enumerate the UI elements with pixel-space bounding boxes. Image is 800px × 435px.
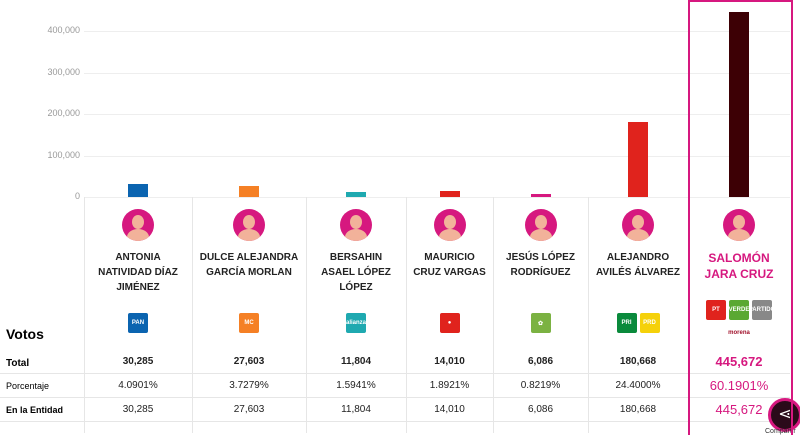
party-logo: VERDE xyxy=(729,300,749,320)
bar-3[interactable] xyxy=(439,191,460,197)
avatar-body xyxy=(438,229,461,241)
candidate-entidad: 14,010 xyxy=(434,404,465,415)
avatar-body xyxy=(345,229,367,241)
candidate-name: DULCE ALEJANDRA GARCÍA MORLAN xyxy=(199,252,299,278)
party-logo: MC xyxy=(239,313,259,333)
bar-4[interactable] xyxy=(530,194,551,197)
bar-6[interactable] xyxy=(729,12,749,197)
party-logo: ✿ xyxy=(530,313,551,333)
gridline xyxy=(84,72,790,74)
candidate-name: JESÚS LÓPEZ RODRÍGUEZ xyxy=(506,252,575,278)
candidate-entidad: 27,603 xyxy=(233,404,265,415)
gridline xyxy=(84,114,790,115)
party-logo: PRD xyxy=(639,313,660,333)
candidate-name: ANTONIA NATIVIDAD DÍAZ JIMÉNEZ xyxy=(98,252,178,293)
candidate-avatar xyxy=(524,209,557,241)
avatar-head xyxy=(443,215,456,229)
candidate-pct: 1.8921% xyxy=(429,380,470,391)
gridline xyxy=(84,31,790,32)
morena-logo: morena xyxy=(728,330,750,336)
avatar-body xyxy=(238,229,260,241)
candidate-total: 27,603 xyxy=(233,356,265,367)
avatar-head xyxy=(632,215,644,229)
candidate-name: BERSAHIN ASAEL LÓPEZ LÓPEZ xyxy=(321,252,391,293)
candidate-column xyxy=(406,197,493,433)
candidate-avatar xyxy=(233,209,265,241)
avatar-body xyxy=(529,229,552,241)
porcentaje-label: Porcentaje xyxy=(6,381,50,391)
candidate-avatar xyxy=(122,209,154,241)
candidate-total: 30,285 xyxy=(122,356,154,367)
candidate-column xyxy=(192,197,306,433)
candidate-pct: 4.0901% xyxy=(118,380,158,391)
y-tick-label: 200,000 xyxy=(47,108,80,118)
y-tick-label: 100,000 xyxy=(47,149,80,160)
avatar-body xyxy=(627,229,649,241)
bar-2[interactable] xyxy=(346,192,366,197)
candidate-column xyxy=(588,197,688,433)
avatar-head xyxy=(132,215,144,229)
candidate-column xyxy=(306,197,406,433)
party-logo: PT xyxy=(706,300,726,320)
divider xyxy=(0,373,790,374)
y-tick-label: 0 xyxy=(74,191,80,201)
avatar-head xyxy=(350,215,362,229)
candidate-total: 11,804 xyxy=(340,356,372,367)
party-logo: PARTIDO xyxy=(749,300,775,320)
party-logo: PAN xyxy=(128,313,148,333)
y-tick-label: 300,000 xyxy=(47,66,80,77)
candidate-total: 445,672 xyxy=(715,354,763,369)
candidate-name: MAURICIO CRUZ VARGAS xyxy=(413,252,486,278)
votos-heading: Votos xyxy=(6,326,44,342)
avatar-head xyxy=(733,215,745,229)
avatar-body xyxy=(127,229,149,241)
candidate-avatar xyxy=(622,209,654,241)
candidate-avatar xyxy=(340,209,372,241)
candidate-pct: 3.7279% xyxy=(229,380,269,391)
y-tick-label: 400,000 xyxy=(47,25,80,35)
divider xyxy=(0,421,790,422)
candidate-pct: 24.4000% xyxy=(615,380,661,391)
bar-1[interactable] xyxy=(239,185,259,197)
share-label: Compartir xyxy=(765,428,796,435)
avatar-body xyxy=(728,229,750,241)
candidate-column xyxy=(493,197,588,433)
avatar-head xyxy=(534,215,547,229)
bar-5[interactable] xyxy=(628,122,648,197)
party-logo: alianza xyxy=(346,313,366,333)
total-label: Total xyxy=(6,358,30,369)
divider xyxy=(0,397,790,398)
candidate-pct: 1.5941% xyxy=(336,380,376,391)
candidate-avatar xyxy=(723,209,755,241)
candidate-avatar xyxy=(433,209,466,241)
candidate-column xyxy=(84,197,192,433)
avatar-head xyxy=(243,215,255,229)
party-logo: ● xyxy=(439,313,460,333)
candidate-pct: 0.8219% xyxy=(520,380,561,391)
candidate-entidad: 180,668 xyxy=(619,404,657,415)
candidate-total: 180,668 xyxy=(619,356,657,367)
candidate-total: 14,010 xyxy=(434,356,465,367)
party-logo: PRI xyxy=(616,313,637,333)
candidate-pct: 60.1901% xyxy=(709,378,769,393)
candidate-name: SALOMÓN JARA CRUZ xyxy=(704,251,774,281)
entidad-label: En la Entidad xyxy=(6,405,64,415)
candidate-name: ALEJANDRO AVILÉS ÁLVAREZ xyxy=(596,252,680,278)
bar-0[interactable] xyxy=(128,184,148,197)
gridline xyxy=(84,155,790,157)
candidate-entidad: 11,804 xyxy=(341,404,371,415)
candidate-entidad: 30,285 xyxy=(122,404,154,415)
candidate-column xyxy=(688,0,793,435)
candidate-entidad: 445,672 xyxy=(715,402,763,417)
candidate-entidad: 6,086 xyxy=(527,404,554,415)
gridline xyxy=(84,197,790,198)
candidate-total: 6,086 xyxy=(527,356,554,367)
